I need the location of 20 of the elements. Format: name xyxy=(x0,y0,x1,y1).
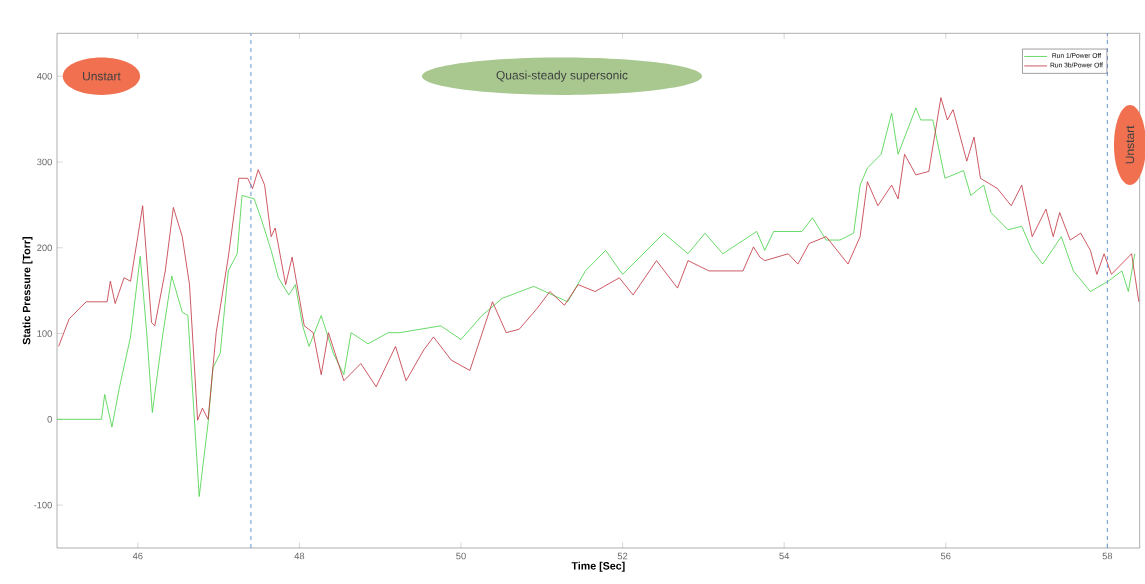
y-tick-label: 400 xyxy=(36,72,52,80)
x-tick-label: 58 xyxy=(1102,552,1113,560)
x-tick-label: 46 xyxy=(132,552,143,560)
x-tick-label: 50 xyxy=(456,552,466,560)
x-tick-label: 48 xyxy=(294,552,305,560)
y-tick-label: -100 xyxy=(34,501,52,509)
y-tick-label: 100 xyxy=(37,330,52,337)
x-axis-title: Time [Sec] xyxy=(571,561,625,572)
line-series xyxy=(57,107,1136,497)
x-tick-label: 52 xyxy=(617,552,628,560)
y-axis-title: Static Pressure [Torr] xyxy=(22,237,33,345)
y-tick-label: 0 xyxy=(47,416,52,423)
y-tick-label: 300 xyxy=(37,158,52,166)
annotation: Unstart xyxy=(1125,125,1135,164)
annotation: Unstart xyxy=(83,72,121,81)
x-tick-label: 56 xyxy=(940,552,951,560)
x-tick-label: 54 xyxy=(779,552,790,560)
line-series xyxy=(58,97,1140,421)
y-tick-label: 200 xyxy=(37,244,52,252)
annotation: Quasi-steady supersonic xyxy=(496,70,628,82)
